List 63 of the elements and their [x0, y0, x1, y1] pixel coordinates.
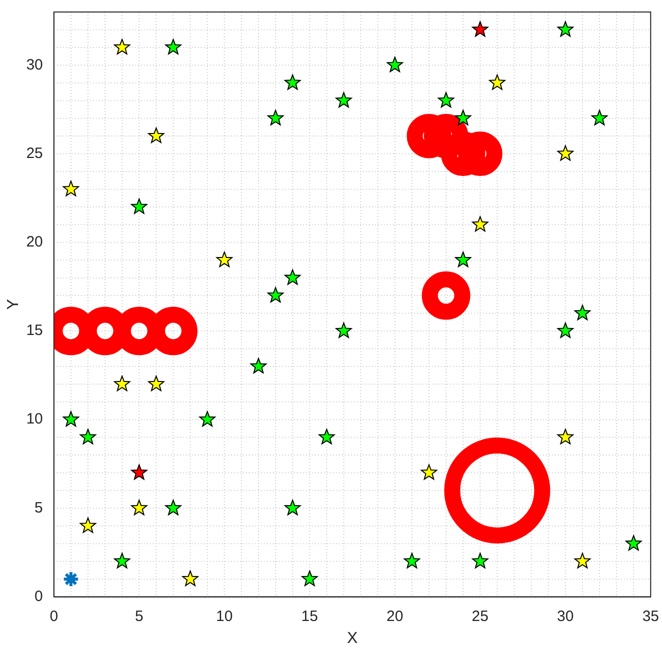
y-tick-label: 5: [34, 499, 43, 516]
point: [489, 74, 506, 90]
point: [267, 287, 284, 303]
point: [62, 411, 80, 427]
x-tick-label: 5: [134, 608, 144, 625]
point: [626, 535, 642, 551]
point: [131, 464, 148, 480]
x-axis-title: X: [346, 630, 358, 647]
point: [557, 21, 574, 37]
x-tick-label: 35: [642, 608, 659, 625]
point: [80, 428, 96, 444]
point: [131, 198, 148, 214]
point: [386, 56, 404, 72]
point: [574, 304, 591, 320]
point: [574, 552, 591, 568]
point: [557, 322, 574, 338]
point: [454, 110, 472, 126]
y-tick-label: 15: [26, 322, 43, 340]
point: [80, 517, 96, 533]
point: [472, 552, 488, 568]
point: [472, 216, 488, 232]
point: [472, 21, 488, 37]
point: [267, 110, 284, 126]
point: [148, 376, 164, 392]
y-tick-label: 25: [26, 144, 43, 162]
x-tick-label: 30: [557, 608, 574, 625]
point: [420, 464, 438, 480]
point: [62, 570, 80, 588]
point: [454, 252, 472, 268]
point: [557, 145, 574, 161]
x-tick-label: 0: [50, 608, 58, 625]
y-axis-title: Y: [5, 298, 22, 310]
point: [62, 180, 80, 196]
point: [165, 500, 182, 516]
x-tick-label: 25: [472, 608, 488, 625]
point: [199, 411, 216, 427]
y-tick-label: 20: [26, 234, 43, 251]
point: [148, 128, 164, 144]
point: [336, 322, 352, 338]
point: [284, 500, 301, 516]
point: [182, 570, 198, 586]
y-tick-label: 10: [26, 410, 43, 428]
point: [250, 358, 267, 374]
point: [557, 428, 574, 444]
point: [284, 269, 301, 285]
point: [131, 500, 148, 516]
point: [114, 552, 130, 568]
x-tick-label: 15: [301, 608, 318, 625]
point: [438, 92, 454, 108]
point: [404, 552, 420, 568]
point: [336, 92, 352, 108]
point: [302, 570, 318, 586]
y-tick-label: 0: [34, 588, 43, 605]
x-tick-label: 10: [216, 608, 233, 625]
point: [591, 110, 608, 126]
y-tick-label: 30: [26, 56, 43, 74]
point: [216, 252, 232, 268]
point: [114, 38, 130, 54]
point: [114, 376, 130, 392]
x-tick-label: 20: [386, 608, 404, 625]
point: [165, 38, 182, 54]
point: [284, 74, 301, 90]
point: [318, 428, 335, 444]
